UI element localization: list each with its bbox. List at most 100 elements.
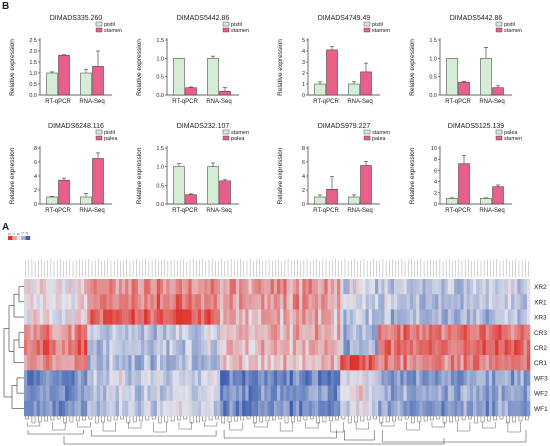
heatmap-cell	[172, 294, 177, 310]
heatmap-cell	[280, 309, 284, 325]
heatmap-cell	[409, 339, 414, 356]
heatmap-cell	[33, 309, 37, 325]
heatmap-cell	[159, 294, 164, 310]
heatmap-cell	[495, 294, 499, 310]
heatmap-cell	[150, 309, 154, 325]
dendrogram-branch	[25, 416, 29, 420]
heatmap-cell	[175, 355, 180, 371]
dendrogram-branch	[303, 416, 308, 421]
heatmap-cell	[368, 355, 373, 371]
dendrogram-branch	[177, 416, 181, 421]
heatmap-cell	[188, 279, 192, 295]
bar-pistil-RNA-Seq	[207, 58, 219, 96]
heatmap-cell	[188, 309, 192, 325]
heatmap-cell	[261, 355, 265, 371]
heatmap-cell	[308, 355, 313, 371]
heatmap-cell	[71, 370, 75, 386]
heatmap-cell	[526, 370, 531, 386]
heatmap-cell	[526, 385, 531, 402]
dendrogram-branch	[468, 416, 472, 420]
chart-title: DIMADS5442.86	[450, 15, 503, 22]
heatmap-cell	[71, 294, 75, 310]
heatmap-cell	[191, 355, 196, 371]
heatmap-cell	[204, 324, 208, 341]
heatmap-cell	[387, 339, 392, 356]
heatmap-cell	[172, 355, 177, 371]
heatmap-cell	[390, 309, 395, 325]
heatmap-cell	[42, 309, 47, 325]
heatmap-cell	[178, 279, 183, 295]
heatmap-cell	[134, 385, 139, 402]
heatmap-cell	[68, 370, 72, 386]
heatmap-cell	[251, 324, 256, 341]
heatmap-cell	[397, 355, 401, 371]
heatmap-cell	[226, 355, 230, 371]
heatmap-cell	[188, 370, 192, 386]
heatmap-cell	[495, 355, 499, 371]
heatmap-cell	[394, 370, 398, 386]
heatmap-cell	[488, 339, 493, 356]
heatmap-cell	[463, 324, 468, 341]
heatmap-cell	[84, 355, 88, 371]
heatmap-cell	[431, 279, 436, 295]
heatmap-cell	[261, 324, 265, 341]
dendrogram-branch	[330, 422, 344, 433]
heatmap-cell	[337, 324, 341, 341]
heatmap-cell	[444, 279, 449, 295]
heatmap-cell	[77, 279, 82, 295]
heatmap-cell	[495, 324, 499, 341]
x-tick-label: RNA-Seq	[79, 99, 104, 105]
heatmap-cell	[144, 294, 148, 310]
heatmap-cell	[482, 355, 487, 371]
heatmap-cell	[507, 294, 512, 310]
heatmap-cell	[409, 294, 414, 310]
bar-stamen-RNA-Seq	[492, 186, 504, 205]
heatmap-cell	[305, 324, 309, 341]
heatmap-cell	[232, 339, 237, 356]
y-tick-label: 1.0	[29, 71, 37, 77]
heatmap-cell	[27, 339, 31, 356]
heatmap-cell	[359, 339, 363, 356]
y-tick-label: 2.0	[29, 49, 37, 55]
heatmap-cell	[109, 355, 113, 371]
heatmap-cell	[492, 279, 496, 295]
heatmap-cell	[311, 309, 316, 325]
heatmap-cell	[416, 339, 420, 356]
heatmap-cell	[397, 294, 401, 310]
heatmap-cell	[431, 400, 436, 417]
heatmap-cell	[501, 339, 505, 356]
heatmap-cell	[352, 294, 357, 310]
heatmap-cell	[58, 294, 63, 310]
heatmap-cell	[504, 279, 509, 295]
heatmap-cell	[141, 309, 145, 325]
heatmap-cell	[55, 324, 60, 341]
heatmap-cell	[112, 370, 117, 386]
heatmap-cell	[46, 385, 50, 402]
heatmap-cell	[409, 279, 414, 295]
heatmap-cell	[419, 385, 423, 402]
heatmap-cell	[223, 309, 227, 325]
bar-pistil-RT-qPCR	[46, 196, 58, 205]
legend-swatch-stamen	[495, 135, 503, 141]
heatmap-cell	[378, 309, 382, 325]
heatmap-cell	[520, 400, 524, 417]
heatmap-cell	[387, 385, 392, 402]
heatmap-cell	[280, 339, 284, 356]
heatmap-cell	[438, 400, 442, 417]
dendrogram-branch	[430, 416, 434, 421]
heatmap-cell	[188, 339, 192, 356]
heatmap-cell	[286, 355, 290, 371]
heatmap-cell	[327, 294, 332, 310]
heatmap-cell	[172, 370, 177, 386]
dendrogram-branch	[449, 416, 453, 423]
heatmap-cell	[412, 339, 417, 356]
x-tick-label: RNA-Seq	[479, 208, 504, 214]
heatmap-cell	[368, 309, 373, 325]
heatmap-cell	[289, 324, 294, 341]
heatmap-cell	[375, 355, 379, 371]
heatmap-cell	[517, 324, 521, 341]
heatmap-cell	[242, 355, 246, 371]
heatmap-cell	[447, 355, 452, 371]
heatmap-cell	[435, 355, 439, 371]
color-scale-tick: -1	[21, 232, 25, 235]
